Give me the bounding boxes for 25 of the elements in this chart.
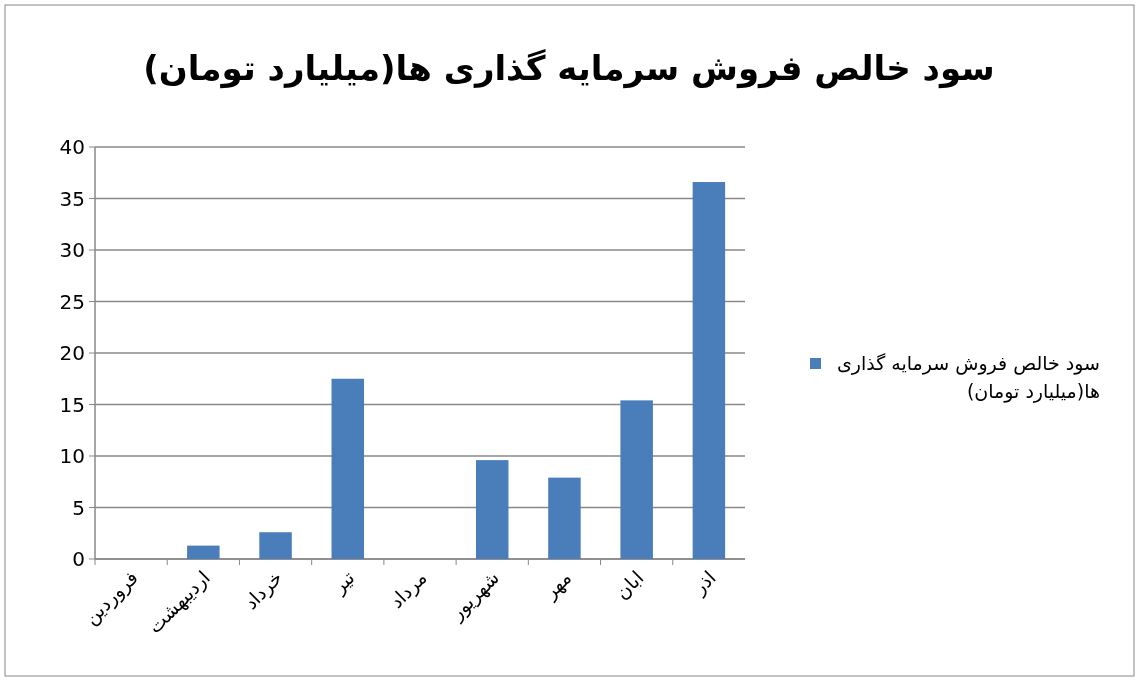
bar xyxy=(692,182,726,559)
x-tick-label: اردیبهشت xyxy=(143,566,215,638)
bar xyxy=(620,400,653,559)
bar xyxy=(548,477,581,559)
y-tick-label: 5 xyxy=(72,495,85,520)
y-tick-label: 30 xyxy=(59,238,85,262)
y-tick-label: 25 xyxy=(59,289,85,314)
bar xyxy=(331,378,365,559)
bar xyxy=(475,460,509,559)
bar xyxy=(259,532,292,559)
x-tick-label: مهر xyxy=(538,566,576,605)
legend-label: سود خالص فروش سرمایه گذاری ها(میلیارد تومان) xyxy=(836,352,1100,403)
x-tick-label: مرداد xyxy=(384,566,432,613)
chart-title: سود خالص فروش سرمایه گذاری ها(میلیارد تومان) xyxy=(143,48,995,89)
y-tick-label: 10 xyxy=(59,444,85,468)
x-tick-label: ابان xyxy=(610,566,648,604)
bar xyxy=(187,545,220,559)
y-tick-label: 35 xyxy=(59,186,85,211)
x-tick-label: اذر xyxy=(687,566,721,600)
y-tick-label: 15 xyxy=(59,392,85,417)
x-tick-label: خرداد xyxy=(239,566,288,614)
x-tick-label: تیر xyxy=(327,566,360,599)
y-tick-label: 40 xyxy=(59,135,85,159)
x-tick-label: شهریور xyxy=(444,566,504,626)
y-tick-label: 20 xyxy=(59,341,85,365)
